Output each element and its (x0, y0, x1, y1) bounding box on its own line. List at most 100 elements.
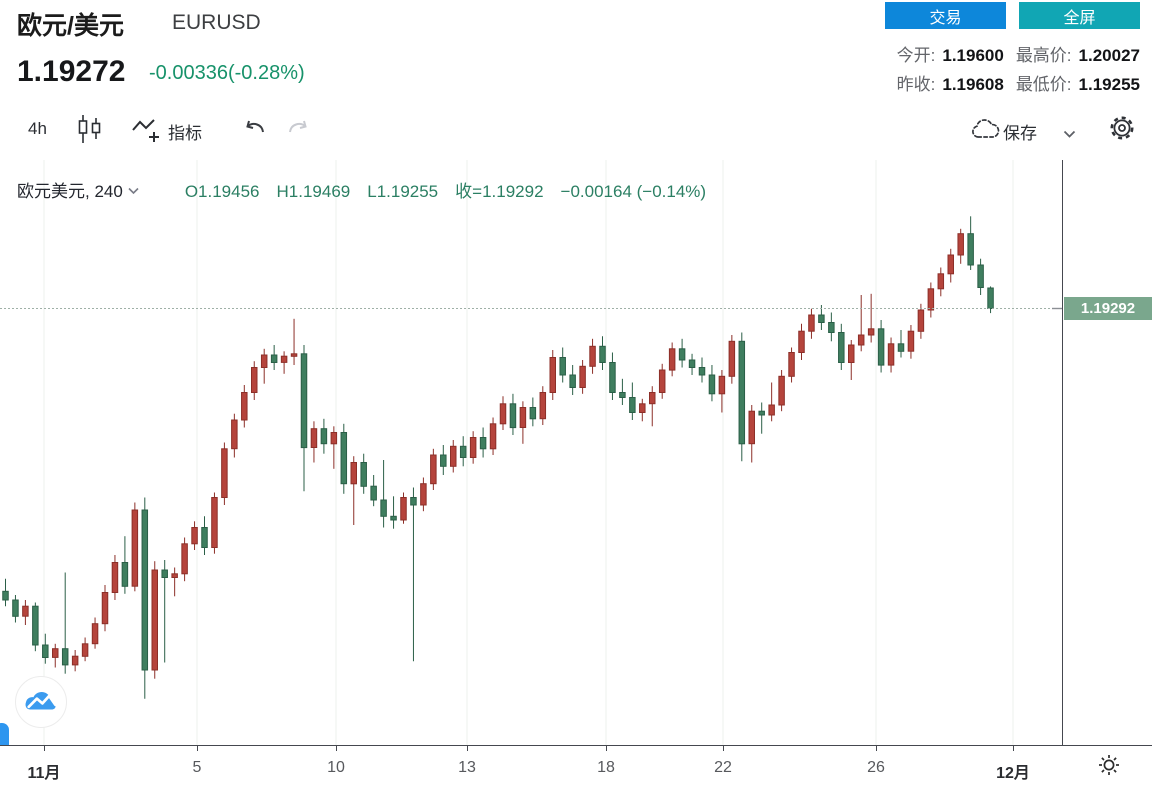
candle-body (977, 264, 984, 288)
series-title[interactable]: 欧元美元, 240 (17, 182, 123, 201)
x-axis-label: 11月 (27, 765, 61, 782)
candle (897, 330, 905, 358)
time-axis[interactable]: 11月 5 10 13 18 22 26 12月 (0, 745, 1152, 790)
candle (937, 267, 945, 297)
candle-body (111, 562, 119, 593)
candle (459, 436, 467, 467)
candle-body (768, 404, 775, 416)
candle (101, 585, 109, 632)
candle-body (619, 392, 626, 398)
settings-gear-icon[interactable] (1107, 113, 1137, 148)
candle-body (61, 648, 69, 666)
candle-body (718, 375, 726, 395)
candlestick-plot[interactable] (0, 160, 1062, 745)
side-drawer-handle[interactable] (0, 723, 9, 763)
candle (42, 633, 49, 664)
candle-body (708, 374, 716, 395)
candle (260, 348, 268, 384)
candle (559, 347, 566, 383)
candle (201, 516, 208, 555)
candle-body (698, 367, 706, 376)
candle-body (848, 344, 855, 363)
candle-body (489, 423, 497, 450)
candle-body (569, 374, 576, 388)
platform-logo-button[interactable] (15, 676, 67, 728)
trade-button[interactable]: 交易 (885, 2, 1006, 29)
candle-body (420, 483, 427, 506)
candle-body (609, 362, 616, 393)
candle-body (758, 410, 765, 416)
candle (579, 360, 586, 394)
candle (191, 521, 198, 550)
save-cloud-icon[interactable] (970, 118, 1000, 145)
candle-body (728, 340, 736, 377)
candle (828, 312, 835, 342)
x-axis-tick (1013, 746, 1014, 751)
candle-body (828, 322, 835, 333)
candle-body (927, 288, 935, 311)
candle (141, 497, 149, 699)
candle (838, 323, 845, 370)
x-axis-tick (723, 746, 724, 751)
x-axis-tick (467, 746, 468, 751)
x-axis-label: 18 (597, 759, 615, 776)
candle-body (599, 345, 606, 364)
candlestick-chart-canvas[interactable] (0, 160, 1062, 745)
candle (927, 282, 935, 318)
candle (649, 386, 656, 427)
candle (370, 475, 377, 507)
candle-body (450, 445, 457, 467)
candle-body (658, 369, 666, 393)
candle (589, 338, 596, 374)
series-menu-chevron-down-icon[interactable] (128, 180, 139, 199)
candle (887, 337, 895, 373)
candle (121, 536, 129, 594)
chart-legend: 欧元美元, 240 O1.19456 H1.19469 L1.19255 收=1.192… (17, 177, 706, 202)
candle-body (91, 623, 99, 645)
fullscreen-button[interactable]: 全屏 (1019, 2, 1140, 29)
candle-body (957, 233, 964, 256)
candle-body (131, 509, 139, 587)
candle-body (430, 454, 437, 485)
candle (231, 413, 238, 458)
symbol-name-cn: 欧元/美元 (17, 12, 124, 40)
price-axis-border (1062, 160, 1063, 790)
candle-body (370, 485, 377, 501)
candle-body (887, 343, 895, 366)
candle (52, 643, 59, 668)
indicators-zigzag-plus-icon[interactable] (131, 118, 163, 151)
candle-body (71, 655, 79, 666)
candle (987, 286, 994, 314)
candle-body (280, 355, 288, 363)
candle-body (211, 497, 218, 548)
quote-stats-row-1: 今开: 1.19600 最高价: 1.20027 (897, 41, 1140, 66)
chart-type-candlestick-icon[interactable] (77, 114, 103, 149)
candle (529, 397, 537, 427)
save-button[interactable]: 保存 (1003, 124, 1037, 143)
candle-body (688, 359, 696, 368)
interval-button[interactable]: 4h (28, 119, 47, 138)
candle-body (529, 407, 537, 420)
price-change: -0.00336(-0.28%) (149, 62, 305, 84)
redo-arrow-icon[interactable] (287, 119, 309, 142)
candle (81, 637, 89, 662)
x-axis-label: 5 (192, 759, 202, 776)
candle-body (390, 515, 397, 521)
indicators-button[interactable]: 指标 (168, 124, 202, 143)
symbol-code: EURUSD (172, 11, 261, 34)
candle-body (151, 569, 158, 671)
candle (171, 567, 178, 597)
open-value: 1.19600 (942, 46, 1004, 65)
save-menu-chevron-down-icon[interactable] (1063, 126, 1076, 144)
candle (340, 423, 348, 494)
candle-body (539, 392, 547, 420)
candle (151, 561, 158, 679)
candle (947, 248, 954, 283)
candle (519, 401, 527, 444)
candle (420, 477, 427, 512)
candle (499, 396, 507, 430)
candle (380, 460, 387, 528)
candle-body (907, 330, 915, 352)
axis-settings-sun-icon[interactable] (1096, 752, 1122, 783)
undo-arrow-icon[interactable] (244, 119, 266, 142)
